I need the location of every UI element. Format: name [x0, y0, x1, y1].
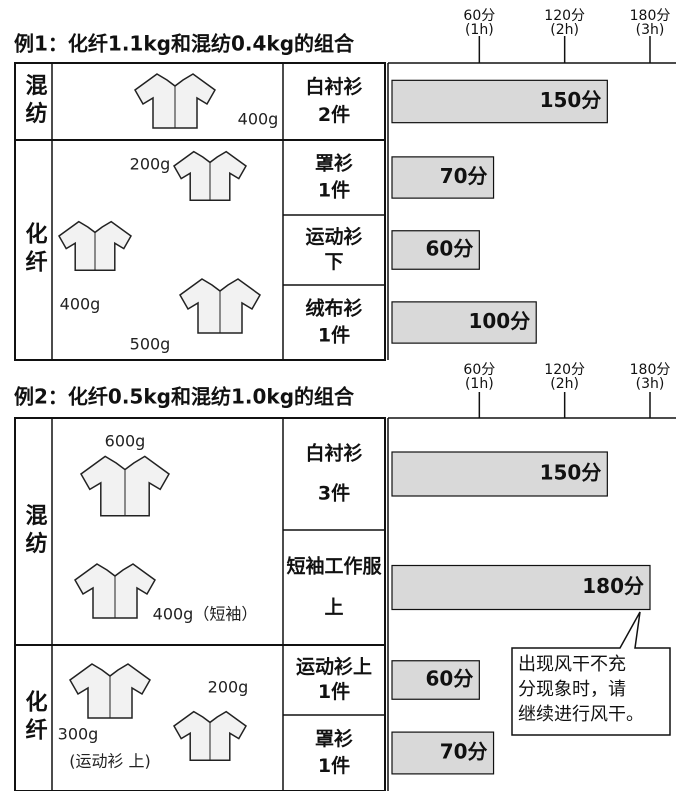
bar-value-label: 150分	[540, 88, 602, 112]
tick-label: 180分	[630, 8, 671, 24]
bar-value-label: 60分	[425, 667, 473, 691]
tick-label: 120分	[544, 8, 585, 24]
garment-count: 1件	[318, 179, 350, 202]
bar-value-label: 150分	[540, 461, 602, 485]
garment-count: 下	[324, 251, 343, 273]
callout-box	[511, 611, 671, 736]
example-title: 例2：化纤0.5kg和混纺1.0kg的组合	[14, 385, 355, 409]
tick-label: 120分	[544, 362, 585, 378]
garment-count: 2件	[318, 103, 350, 126]
weight-label: 200g	[130, 155, 171, 174]
tick-hours: (1h)	[465, 22, 494, 38]
garment-name: 罩衫	[315, 727, 353, 750]
callout-text: 出现风干不充	[518, 654, 626, 675]
tick-hours: (1h)	[465, 376, 494, 392]
bar-value-label: 70分	[440, 164, 488, 188]
callout-text: 继续进行风干。	[518, 704, 644, 725]
bar	[391, 230, 480, 270]
tick-hours: (3h)	[636, 376, 665, 392]
tick-label: 180分	[630, 362, 671, 378]
bar	[391, 79, 608, 124]
tick-hours: (2h)	[550, 22, 579, 38]
bar-value-label: 70分	[440, 740, 488, 764]
bar	[391, 156, 495, 199]
weight-label: (运动衫 上)	[69, 752, 151, 771]
tick-hours: (2h)	[550, 376, 579, 392]
group-label: 化纤	[22, 221, 48, 278]
weight-label: 500g	[130, 335, 171, 354]
bar-value-label: 100分	[468, 309, 530, 333]
bar	[391, 564, 651, 611]
garment-count: 1件	[318, 324, 350, 347]
garment-name: 运动衫上	[296, 655, 372, 678]
weight-label: 400g	[60, 295, 101, 314]
garment-count: 1件	[318, 680, 350, 703]
garment-count: 上	[324, 597, 343, 619]
garment-name: 白衬衫	[305, 75, 362, 98]
garment-name: 运动衫	[305, 225, 362, 248]
tick-hours: (3h)	[636, 22, 665, 38]
callout-text: 分现象时，请	[518, 679, 626, 700]
garment-name: 白衬衫	[305, 441, 362, 464]
bar	[391, 451, 608, 497]
bar	[391, 660, 480, 700]
weight-label: 400g（短袖）	[153, 605, 258, 624]
weight-label: 600g	[105, 432, 146, 451]
table-border	[14, 417, 386, 791]
garment-count: 1件	[318, 754, 350, 777]
bar	[391, 301, 537, 344]
garment-name: 短袖工作服	[286, 554, 382, 577]
garment-name: 罩衫	[315, 152, 353, 175]
bar	[391, 731, 495, 775]
tick-label: 60分	[463, 8, 495, 24]
garment-name: 绒布衫	[305, 297, 362, 320]
group-label: 混纺	[22, 504, 48, 560]
group-label: 化纤	[22, 689, 48, 746]
weight-label: 400g	[238, 110, 279, 129]
group-label: 混纺	[22, 74, 48, 130]
weight-label: 200g	[208, 678, 249, 697]
example-title: 例1：化纤1.1kg和混纺0.4kg的组合	[14, 32, 355, 56]
bar-value-label: 60分	[425, 237, 473, 261]
garment-count: 3件	[318, 482, 350, 505]
tick-label: 60分	[463, 362, 495, 378]
table-border	[14, 62, 386, 361]
bar-value-label: 180分	[582, 574, 644, 598]
weight-label: 300g	[58, 725, 99, 744]
